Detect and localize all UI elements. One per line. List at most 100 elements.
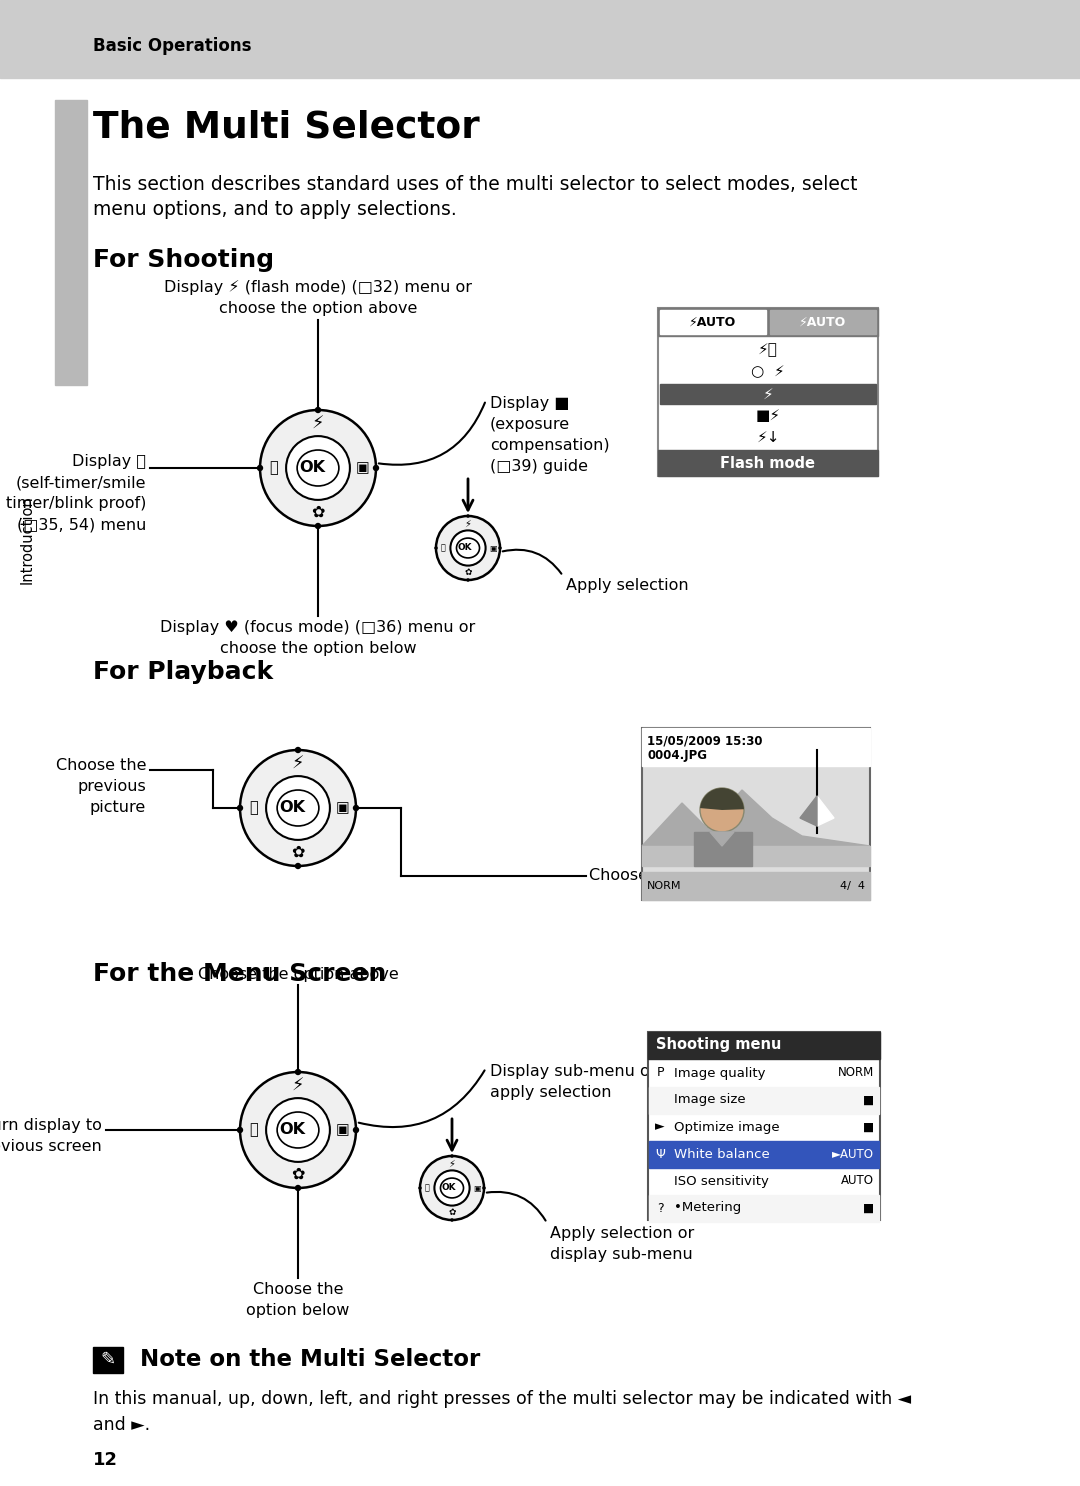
Circle shape (295, 747, 301, 753)
Bar (658, 308, 878, 476)
Text: OK: OK (299, 461, 325, 476)
Text: ⌛: ⌛ (249, 801, 258, 816)
Ellipse shape (297, 450, 339, 486)
Bar (649, 1141, 879, 1168)
Text: ⚡↓: ⚡↓ (756, 431, 780, 446)
Text: Image quality: Image quality (674, 1067, 766, 1079)
Text: ■: ■ (863, 1120, 874, 1134)
Text: ⌛: ⌛ (249, 1122, 258, 1137)
Text: ✿: ✿ (464, 568, 472, 577)
Bar (658, 450, 878, 476)
Text: ?: ? (657, 1202, 663, 1214)
Ellipse shape (278, 1112, 319, 1149)
Text: OK: OK (279, 801, 306, 816)
Text: ✿: ✿ (311, 505, 325, 520)
Text: Optimize image: Optimize image (674, 1120, 780, 1134)
Polygon shape (642, 791, 870, 846)
Text: 0004.JPG: 0004.JPG (647, 749, 707, 762)
Polygon shape (694, 832, 752, 866)
Text: ►AUTO: ►AUTO (832, 1147, 874, 1161)
Text: ▣: ▣ (336, 801, 350, 816)
Text: ▣: ▣ (489, 544, 497, 553)
Circle shape (266, 776, 329, 840)
Text: Display sub-menu or
apply selection: Display sub-menu or apply selection (490, 1064, 657, 1100)
Text: Ψ: Ψ (656, 1147, 665, 1161)
Text: ⚡AUTO: ⚡AUTO (689, 315, 737, 328)
Polygon shape (816, 796, 834, 826)
Circle shape (467, 578, 470, 581)
Circle shape (240, 1071, 356, 1187)
Bar (642, 846, 870, 866)
Text: AUTO: AUTO (841, 1174, 874, 1187)
Text: Choose the option above: Choose the option above (198, 967, 399, 982)
Text: Note on the Multi Selector: Note on the Multi Selector (132, 1348, 481, 1372)
Text: ✿: ✿ (292, 1167, 305, 1183)
Bar (649, 1195, 879, 1221)
Circle shape (467, 514, 470, 517)
Circle shape (260, 410, 376, 526)
Text: White balance: White balance (674, 1147, 770, 1161)
Text: ▣: ▣ (355, 461, 369, 476)
Text: ▣: ▣ (336, 1122, 350, 1137)
Text: ⌛: ⌛ (441, 544, 446, 553)
Circle shape (295, 1068, 301, 1076)
Circle shape (353, 1126, 360, 1134)
Ellipse shape (441, 1178, 463, 1198)
Text: 4/  4: 4/ 4 (840, 881, 865, 892)
Text: ▣: ▣ (473, 1183, 481, 1192)
Bar (642, 872, 870, 901)
Text: For the Menu Screen: For the Menu Screen (93, 961, 387, 987)
Text: NORM: NORM (838, 1067, 874, 1079)
Circle shape (295, 863, 301, 869)
Text: Basic Operations: Basic Operations (93, 37, 252, 55)
Text: Choose the
previous
picture: Choose the previous picture (55, 758, 146, 814)
Bar (648, 1031, 880, 1220)
Circle shape (314, 523, 321, 529)
Circle shape (420, 1156, 484, 1220)
Text: ⚡: ⚡ (762, 386, 773, 401)
Text: ■⚡: ■⚡ (755, 409, 781, 424)
Text: Choose the
option below: Choose the option below (246, 1282, 350, 1318)
Circle shape (436, 516, 500, 580)
Ellipse shape (278, 791, 319, 826)
Text: This section describes standard uses of the multi selector to select modes, sele: This section describes standard uses of … (93, 175, 858, 195)
Text: Choose the next picture: Choose the next picture (589, 868, 782, 883)
Circle shape (450, 531, 486, 566)
Text: ISO sensitivity: ISO sensitivity (674, 1174, 769, 1187)
Text: ⚡⭐: ⚡⭐ (758, 342, 778, 358)
Circle shape (295, 1184, 301, 1192)
Bar (642, 728, 870, 765)
Circle shape (286, 435, 350, 499)
Circle shape (257, 465, 264, 471)
Text: Display ⌛
(self-timer/smile
timer/blink proof)
(□35, 54) menu: Display ⌛ (self-timer/smile timer/blink … (5, 455, 146, 532)
Text: ⌛: ⌛ (426, 1183, 430, 1192)
Text: menu options, and to apply selections.: menu options, and to apply selections. (93, 201, 457, 218)
Text: ⚡: ⚡ (448, 1159, 456, 1168)
Circle shape (498, 547, 502, 550)
Circle shape (373, 465, 379, 471)
Text: ►: ► (656, 1120, 665, 1134)
Text: ○  ⚡: ○ ⚡ (751, 364, 785, 379)
Circle shape (266, 1098, 329, 1162)
Wedge shape (700, 788, 744, 810)
Text: For Playback: For Playback (93, 660, 273, 684)
Bar (55, 100, 87, 385)
Bar (649, 1086, 879, 1114)
Bar (0, 0, 1080, 77)
Text: Display ♥ (focus mode) (□36) menu or
choose the option below: Display ♥ (focus mode) (□36) menu or cho… (160, 620, 475, 655)
Text: 15/05/2009 15:30: 15/05/2009 15:30 (647, 734, 762, 747)
Bar (658, 308, 878, 336)
Text: ⚡: ⚡ (312, 415, 324, 432)
Bar (642, 728, 870, 901)
Text: Display ■
(exposure
compensation)
(□39) guide: Display ■ (exposure compensation) (□39) … (490, 395, 609, 474)
Text: OK: OK (458, 544, 472, 553)
Circle shape (450, 1155, 454, 1158)
Circle shape (353, 805, 360, 811)
Text: ⚡AUTO: ⚡AUTO (799, 315, 847, 328)
Polygon shape (710, 832, 734, 846)
Text: Return display to
the previous screen: Return display to the previous screen (0, 1117, 102, 1155)
Bar (770, 311, 876, 334)
Circle shape (483, 1186, 486, 1190)
Text: NORM: NORM (647, 881, 681, 892)
Text: OK: OK (279, 1122, 306, 1137)
